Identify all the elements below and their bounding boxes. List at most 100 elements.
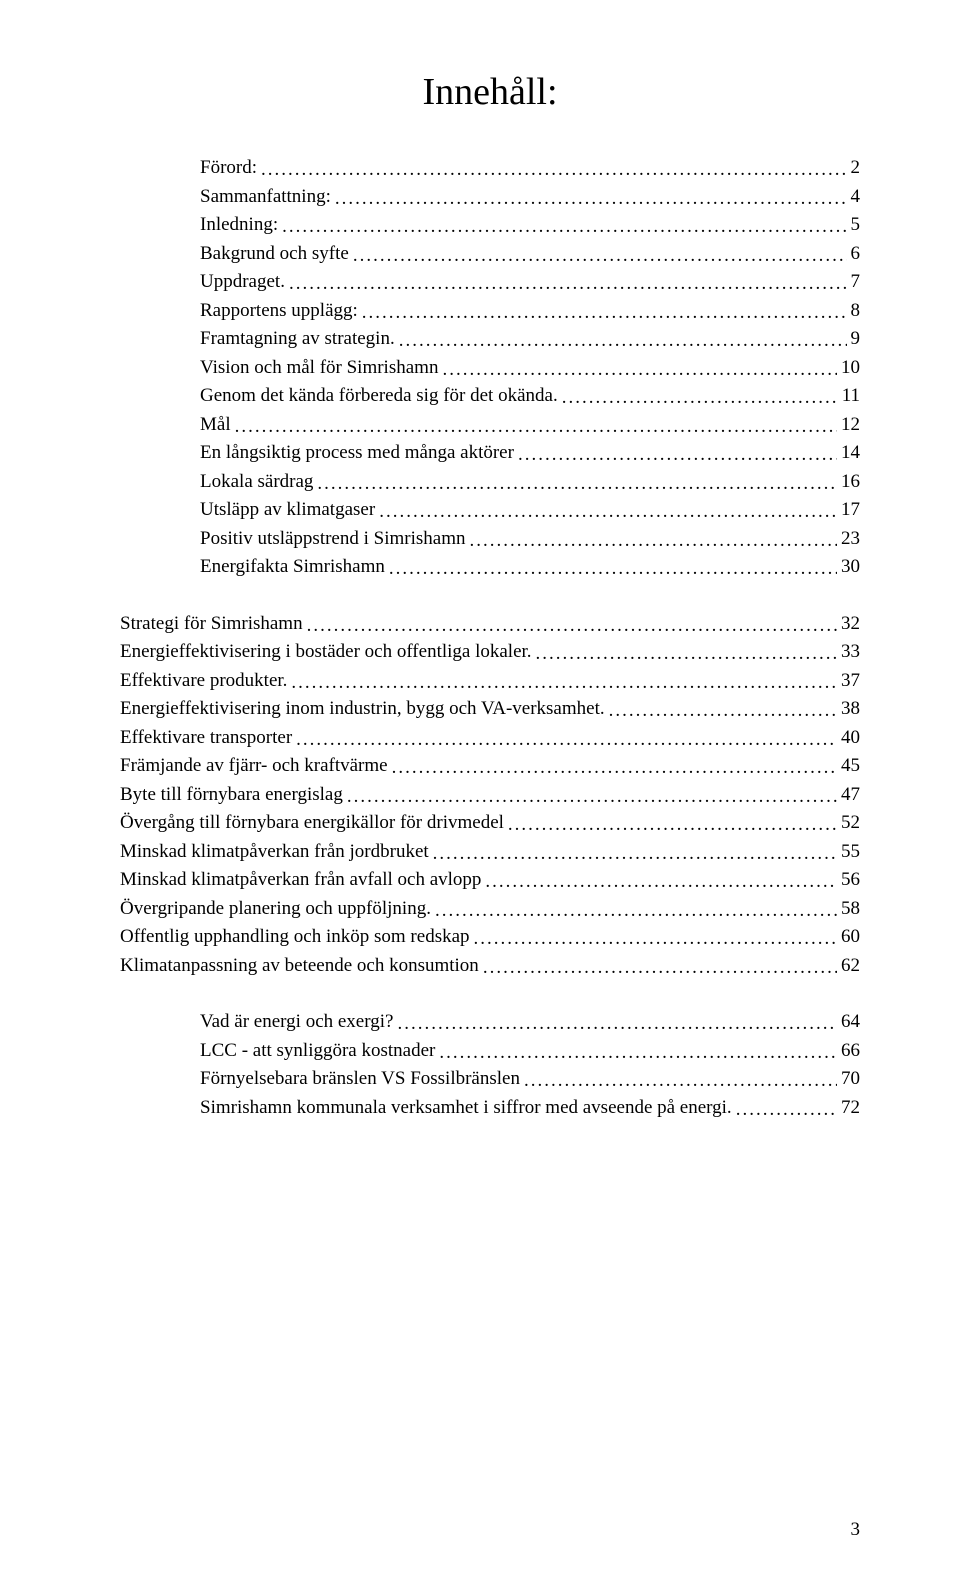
toc-entry-label: Lokala särdrag xyxy=(200,468,313,497)
toc-entry-label: Minskad klimatpåverkan från jordbruket xyxy=(120,838,429,867)
toc-entry-label: Strategi för Simrishamn xyxy=(120,610,303,639)
toc-entry-label: Klimatanpassning av beteende och konsumt… xyxy=(120,952,479,981)
toc-row: Energieffektivisering inom industrin, by… xyxy=(120,695,860,724)
toc-leader xyxy=(439,1037,837,1066)
toc-entry-page: 10 xyxy=(841,354,860,383)
toc-entry-label: Energieffektivisering inom industrin, by… xyxy=(120,695,605,724)
toc-entry-label: Energieffektivisering i bostäder och off… xyxy=(120,638,532,667)
toc-leader xyxy=(296,724,837,753)
toc-row: Effektivare produkter. 37 xyxy=(120,667,860,696)
toc-entry-page: 7 xyxy=(851,268,861,297)
toc-entry-label: Offentlig upphandling och inköp som reds… xyxy=(120,923,470,952)
toc-leader xyxy=(392,752,837,781)
toc-entry-label: Effektivare produkter. xyxy=(120,667,287,696)
toc-leader xyxy=(282,211,846,240)
toc-entry-page: 37 xyxy=(841,667,860,696)
toc-leader xyxy=(508,809,837,838)
toc-leader xyxy=(235,411,837,440)
toc-leader xyxy=(379,496,837,525)
toc-entry-page: 47 xyxy=(841,781,860,810)
toc-entry-label: Rapportens upplägg: xyxy=(200,297,358,326)
toc-row: Förnyelsebara bränslen VS Fossilbränslen… xyxy=(120,1065,860,1094)
toc-entry-label: Framtagning av strategin. xyxy=(200,325,395,354)
toc-leader xyxy=(485,866,837,895)
toc-entry-label: Förord: xyxy=(200,154,257,183)
toc-row: Vision och mål för Simrishamn 10 xyxy=(120,354,860,383)
toc-row: Simrishamn kommunala verksamhet i siffro… xyxy=(120,1094,860,1123)
toc-leader xyxy=(289,268,847,297)
toc-row: Strategi för Simrishamn 32 xyxy=(120,610,860,639)
toc-entry-page: 32 xyxy=(841,610,860,639)
toc-entry-label: Mål xyxy=(200,411,231,440)
toc-leader xyxy=(291,667,837,696)
toc-entry-label: Energifakta Simrishamn xyxy=(200,553,385,582)
toc-entry-label: Sammanfattning: xyxy=(200,183,331,212)
toc-leader xyxy=(474,923,837,952)
toc-entry-label: Förnyelsebara bränslen VS Fossilbränslen xyxy=(200,1065,520,1094)
toc-entry-label: En långsiktig process med många aktörer xyxy=(200,439,514,468)
toc-leader xyxy=(389,553,837,582)
toc-entry-page: 66 xyxy=(841,1037,860,1066)
toc-leader xyxy=(307,610,837,639)
toc-row: Energieffektivisering i bostäder och off… xyxy=(120,638,860,667)
toc-leader xyxy=(433,838,837,867)
toc-leader xyxy=(435,895,837,924)
toc-entry-label: Utsläpp av klimatgaser xyxy=(200,496,375,525)
toc-entry-label: Inledning: xyxy=(200,211,278,240)
toc-entry-page: 55 xyxy=(841,838,860,867)
toc-entry-page: 52 xyxy=(841,809,860,838)
toc-entry-page: 70 xyxy=(841,1065,860,1094)
toc-entry-page: 60 xyxy=(841,923,860,952)
toc-entry-label: Minskad klimatpåverkan från avfall och a… xyxy=(120,866,481,895)
toc-entry-label: Övergripande planering och uppföljning. xyxy=(120,895,431,924)
page-container: Innehåll: Förord: 2Sammanfattning:4Inledn… xyxy=(0,0,960,1589)
toc-leader xyxy=(362,297,847,326)
toc-entry-label: Främjande av fjärr- och kraftvärme xyxy=(120,752,388,781)
toc-row: Främjande av fjärr- och kraftvärme 45 xyxy=(120,752,860,781)
toc-row: Övergång till förnybara energikällor för… xyxy=(120,809,860,838)
toc-leader xyxy=(609,695,837,724)
toc-row: Inledning:5 xyxy=(120,211,860,240)
toc-entry-label: Byte till förnybara energislag xyxy=(120,781,343,810)
section-gap xyxy=(120,980,860,1008)
toc-entry-page: 2 xyxy=(851,154,861,183)
toc-entry-page: 6 xyxy=(851,240,861,269)
toc-row: Lokala särdrag 16 xyxy=(120,468,860,497)
toc-entry-page: 17 xyxy=(841,496,860,525)
toc-entry-page: 38 xyxy=(841,695,860,724)
toc-entry-label: Positiv utsläppstrend i Simrishamn xyxy=(200,525,465,554)
toc-row: Förord: 2 xyxy=(120,154,860,183)
toc-entry-label: Vad är energi och exergi? xyxy=(200,1008,393,1037)
toc-entry-page: 56 xyxy=(841,866,860,895)
toc-leader xyxy=(353,240,847,269)
page-number: 3 xyxy=(851,1519,861,1541)
toc-leader xyxy=(347,781,837,810)
toc-row: Offentlig upphandling och inköp som reds… xyxy=(120,923,860,952)
toc-entry-label: LCC - att synliggöra kostnader xyxy=(200,1037,435,1066)
toc-entry-label: Uppdraget. xyxy=(200,268,285,297)
toc-leader xyxy=(399,325,847,354)
toc-row: En långsiktig process med många aktörer 1… xyxy=(120,439,860,468)
toc-entry-label: Effektivare transporter xyxy=(120,724,292,753)
toc-entry-label: Bakgrund och syfte xyxy=(200,240,349,269)
toc-entry-label: Vision och mål för Simrishamn xyxy=(200,354,438,383)
toc-entry-label: Genom det kända förbereda sig för det ok… xyxy=(200,382,558,411)
toc-entry-page: 8 xyxy=(851,297,861,326)
toc-entry-page: 9 xyxy=(851,325,861,354)
toc-entry-page: 12 xyxy=(841,411,860,440)
toc-entry-page: 23 xyxy=(841,525,860,554)
toc-leader xyxy=(317,468,837,497)
toc-leader xyxy=(261,154,847,183)
toc-entry-page: 14 xyxy=(841,439,860,468)
toc-entry-page: 16 xyxy=(841,468,860,497)
toc-entry-page: 30 xyxy=(841,553,860,582)
toc-leader xyxy=(518,439,837,468)
toc-row: Rapportens upplägg: 8 xyxy=(120,297,860,326)
toc-row: Byte till förnybara energislag 47 xyxy=(120,781,860,810)
section-gap xyxy=(120,582,860,610)
toc-entry-page: 11 xyxy=(842,382,860,411)
page-title: Innehåll: xyxy=(120,70,860,114)
toc-entry-page: 45 xyxy=(841,752,860,781)
toc-row: Sammanfattning:4 xyxy=(120,183,860,212)
toc-entry-label: Simrishamn kommunala verksamhet i siffro… xyxy=(200,1094,732,1123)
